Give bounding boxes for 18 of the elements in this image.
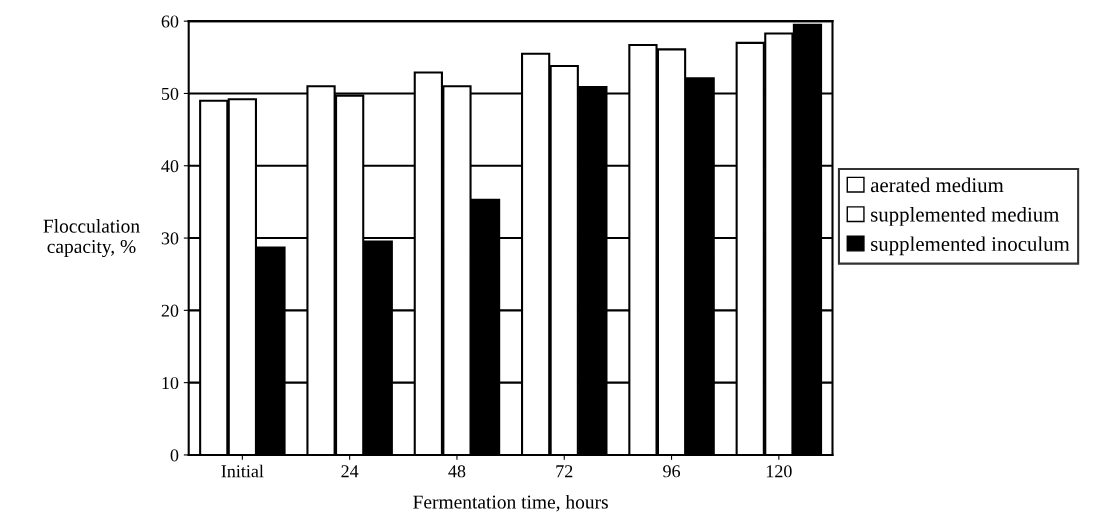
x-tick-label: 120 (766, 465, 792, 478)
x-axis-title: Fermentation time, hours (413, 494, 608, 512)
y-tick-label: 20 (161, 304, 179, 317)
y-tick-label: 40 (161, 160, 179, 173)
legend-label: supplemented inoculum (871, 236, 1070, 256)
x-tick-label: 96 (663, 465, 681, 478)
y-tick-label: 30 (161, 232, 179, 245)
x-tick-label: Initial (221, 464, 264, 478)
y-tick-label: 0 (170, 449, 179, 462)
y-axis-title: Flocculation capacity, % (43, 219, 140, 258)
legend-label: aerated medium (870, 177, 1004, 193)
x-tick-label: 72 (556, 465, 573, 478)
y-tick-label: 10 (162, 376, 179, 390)
y-tick-label: 50 (161, 87, 179, 100)
legend-label: supplemented medium (871, 206, 1060, 226)
x-tick-label: 48 (448, 465, 466, 478)
x-tick-label: 24 (341, 465, 359, 478)
y-tick-label: 60 (161, 15, 179, 28)
